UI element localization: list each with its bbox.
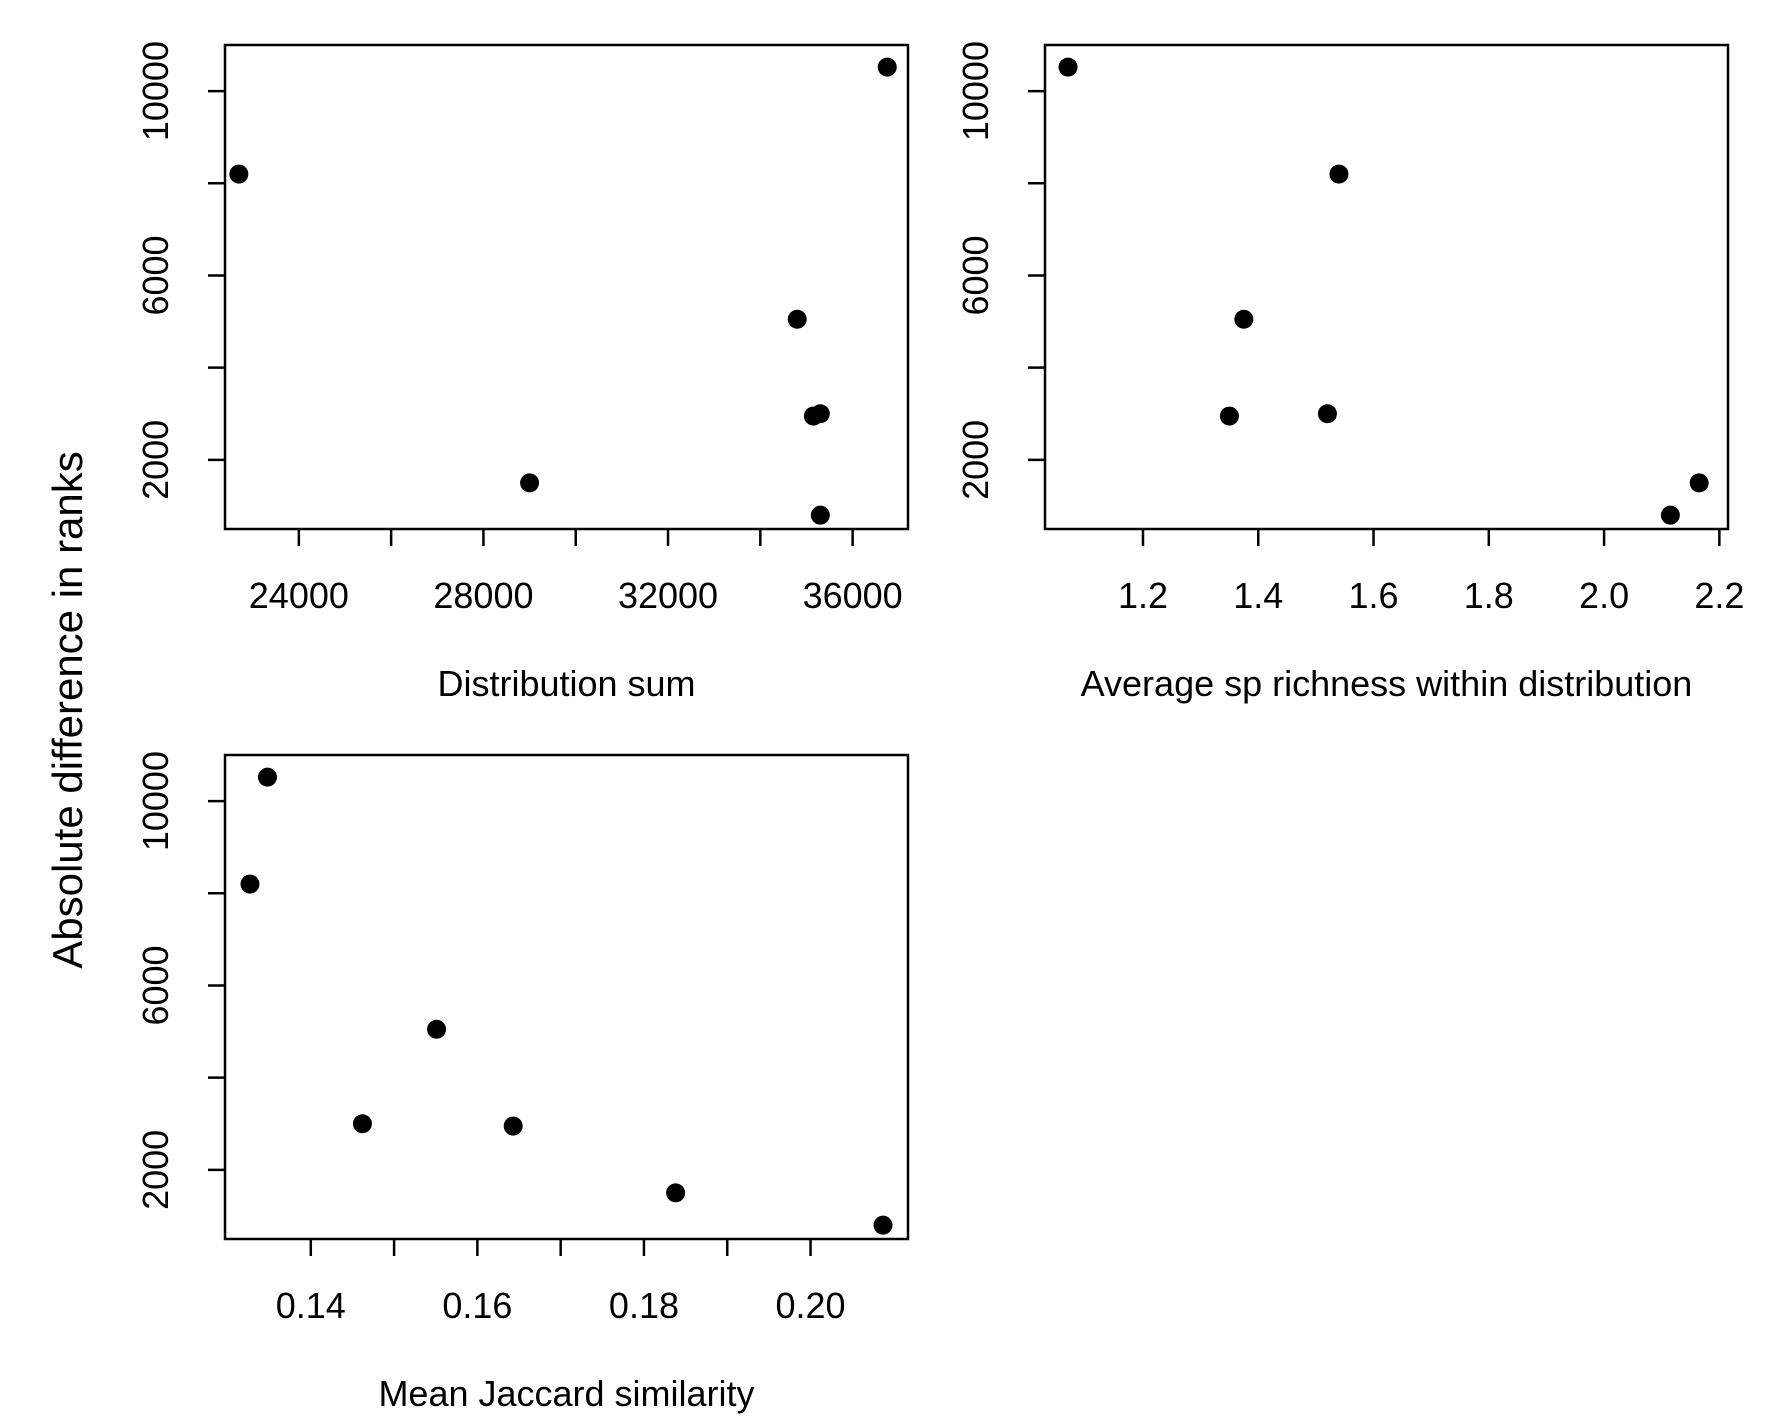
data-point [1329, 164, 1349, 184]
x-tick-label: 1.2 [1118, 575, 1168, 616]
plot-frame [1043, 43, 1730, 531]
data-point [520, 473, 540, 493]
data-point [229, 164, 249, 184]
data-point [1234, 309, 1254, 329]
y-tick-label: 10000 [135, 41, 176, 141]
x-tick-label: 32000 [618, 575, 718, 616]
data-point [427, 1019, 447, 1039]
x-tick-label: 24000 [249, 575, 349, 616]
data-point [1660, 505, 1680, 525]
data-point [787, 309, 807, 329]
y-tick-label: 6000 [135, 235, 176, 315]
y-tick-label: 10000 [955, 41, 996, 141]
panels: 24000 28000 32000 36000 2000 6000 10000 Distrib… [135, 41, 1744, 1414]
data-point [1219, 406, 1239, 426]
plot-frame [223, 43, 910, 531]
data-point [810, 404, 830, 424]
x-tick-label: 28000 [433, 575, 533, 616]
data-point [1058, 57, 1078, 77]
data-point [257, 767, 277, 787]
x-tick-label: 0.20 [776, 1285, 846, 1326]
data-point [877, 57, 897, 77]
x-tick-label: 0.18 [609, 1285, 679, 1326]
x-axis-title: Distribution sum [437, 663, 695, 704]
data-point [810, 505, 830, 525]
x-tick-label: 36000 [803, 575, 903, 616]
y-tick-label: 2000 [135, 420, 176, 500]
x-tick-label: 1.6 [1349, 575, 1399, 616]
data-point [240, 874, 260, 894]
panel-2: 1.2 1.4 1.6 1.8 2.0 2.2 2000 6000 10000 Average s… [955, 41, 1744, 704]
outer-y-axis-label: Absolute difference in ranks [44, 451, 91, 969]
data-point [503, 1116, 523, 1136]
plot-frame [223, 753, 910, 1241]
x-axis-title: Average sp richness within distribution [1081, 663, 1693, 704]
data-point [873, 1215, 893, 1235]
y-tick-label: 2000 [955, 420, 996, 500]
x-tick-label: 0.14 [276, 1285, 346, 1326]
x-tick-label: 1.4 [1233, 575, 1283, 616]
data-point [1689, 473, 1709, 493]
y-tick-label: 6000 [955, 235, 996, 315]
x-tick-label: 0.16 [442, 1285, 512, 1326]
x-tick-label: 2.0 [1579, 575, 1629, 616]
panel-1: 24000 28000 32000 36000 2000 6000 10000 Distrib… [135, 41, 910, 704]
y-tick-label: 6000 [135, 945, 176, 1025]
x-tick-label: 2.2 [1694, 575, 1744, 616]
x-axis-title: Mean Jaccard similarity [378, 1373, 754, 1414]
data-point [666, 1183, 686, 1203]
y-tick-label: 2000 [135, 1130, 176, 1210]
data-point [1317, 404, 1337, 424]
panel-3: 0.14 0.16 0.18 0.20 2000 6000 10000 Mean Jaccar… [135, 751, 910, 1414]
y-tick-label: 10000 [135, 751, 176, 851]
x-tick-label: 1.8 [1464, 575, 1514, 616]
data-point [352, 1114, 372, 1134]
